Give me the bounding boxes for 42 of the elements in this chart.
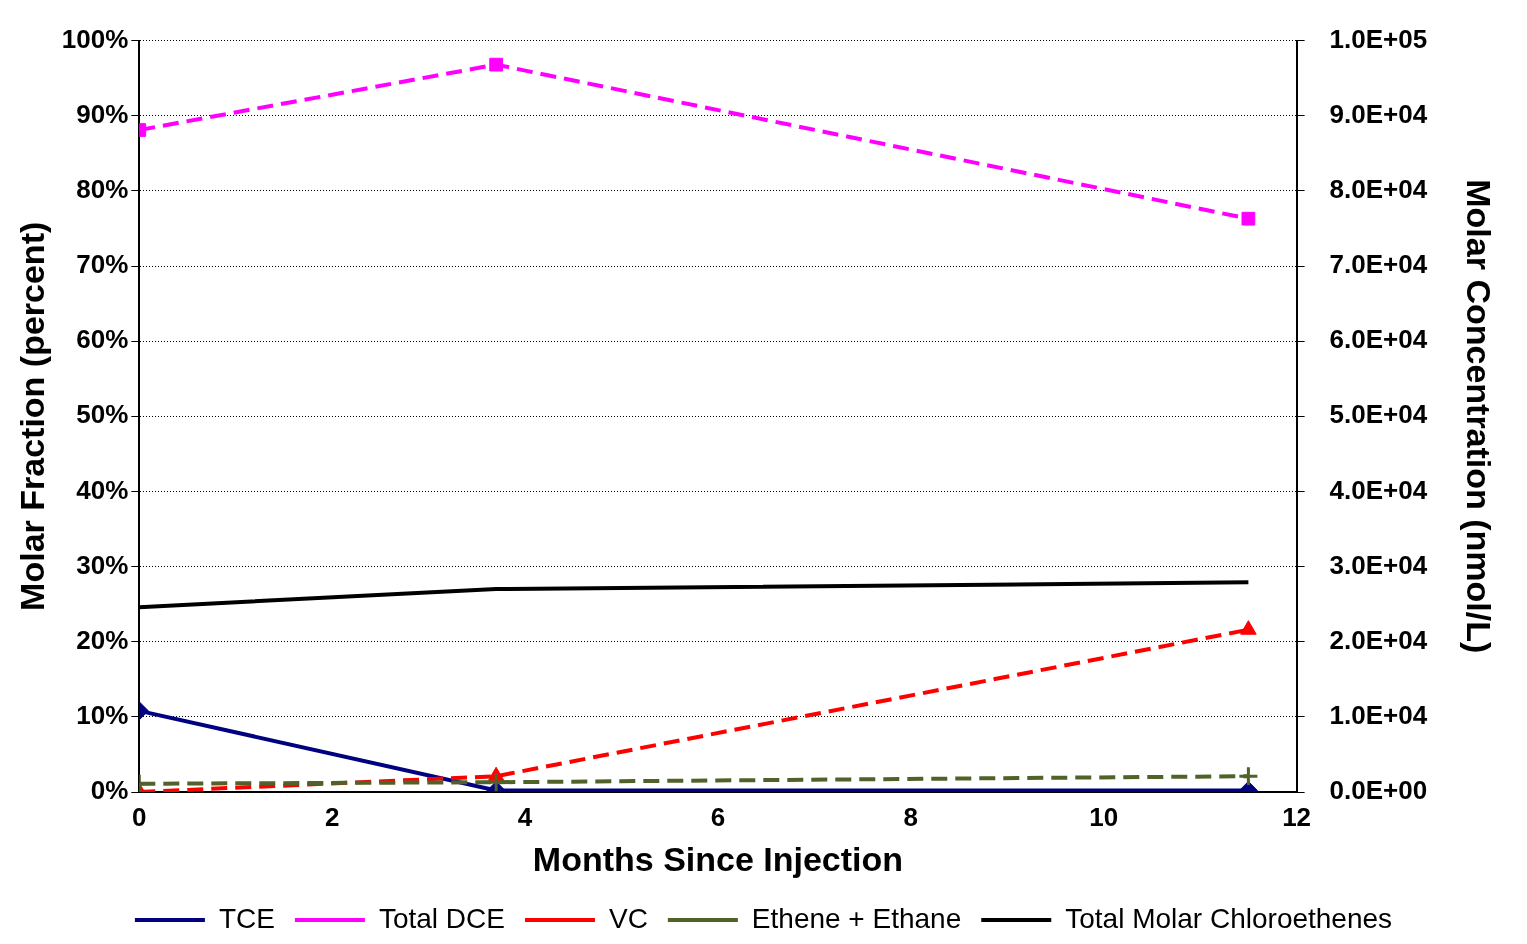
y2-tick-label: 1.0E+04 bbox=[1329, 700, 1428, 731]
y2-tick-label: 8.0E+04 bbox=[1329, 174, 1428, 205]
y-tick-label: 0% bbox=[90, 775, 129, 806]
x-tick-label: 6 bbox=[710, 801, 726, 832]
y2-tick-label: 7.0E+04 bbox=[1329, 249, 1428, 280]
y-tick-label: 80% bbox=[76, 174, 129, 205]
x-tick-label: 4 bbox=[517, 801, 533, 832]
y-tick-label: 20% bbox=[76, 624, 129, 655]
y-axis-title: Molar Fraction (percent) bbox=[12, 221, 51, 611]
x-tick-label: 0 bbox=[132, 801, 147, 832]
y2-tick-label: 9.0E+04 bbox=[1329, 98, 1428, 129]
legend-label: VC bbox=[608, 902, 648, 934]
y2-tick-label: 2.0E+04 bbox=[1329, 624, 1428, 655]
y-tick-label: 40% bbox=[76, 474, 129, 505]
x-axis-title: Months Since Injection bbox=[532, 839, 904, 878]
point bbox=[1240, 620, 1257, 635]
y-tick-label: 90% bbox=[76, 98, 129, 129]
y2-tick-label: 3.0E+04 bbox=[1329, 549, 1428, 580]
legend-label: Total DCE bbox=[378, 902, 505, 934]
x-tick-label: 8 bbox=[903, 801, 919, 832]
y-tick-label: 70% bbox=[76, 249, 129, 280]
x-tick-label: 10 bbox=[1089, 801, 1119, 832]
point bbox=[1241, 211, 1256, 226]
y2-tick-label: 4.0E+04 bbox=[1329, 474, 1428, 505]
legend-label: TCE bbox=[218, 902, 275, 934]
y-tick-label: 60% bbox=[76, 324, 129, 355]
point bbox=[485, 771, 507, 792]
point bbox=[1237, 765, 1259, 787]
y2-tick-label: 6.0E+04 bbox=[1329, 324, 1428, 355]
y-tick-label: 10% bbox=[76, 700, 129, 731]
x-tick-label: 12 bbox=[1282, 801, 1312, 832]
x-tick-label: 2 bbox=[324, 801, 340, 832]
y-tick-label: 30% bbox=[76, 549, 129, 580]
y-tick-label: 50% bbox=[76, 399, 129, 430]
legend-label: Total Molar Chloroethenes bbox=[1065, 902, 1393, 934]
point bbox=[489, 57, 503, 72]
y2-tick-label: 5.0E+04 bbox=[1329, 399, 1428, 430]
y2-tick-label: 1.0E+05 bbox=[1329, 23, 1428, 54]
y-tick-label: 100% bbox=[61, 23, 129, 54]
y2-tick-label: 0.0E+00 bbox=[1329, 775, 1428, 806]
legend-label: Ethene + Ethane bbox=[751, 902, 962, 934]
y2-axis-title: Molar Concentration (nmol/L) bbox=[1460, 179, 1499, 654]
